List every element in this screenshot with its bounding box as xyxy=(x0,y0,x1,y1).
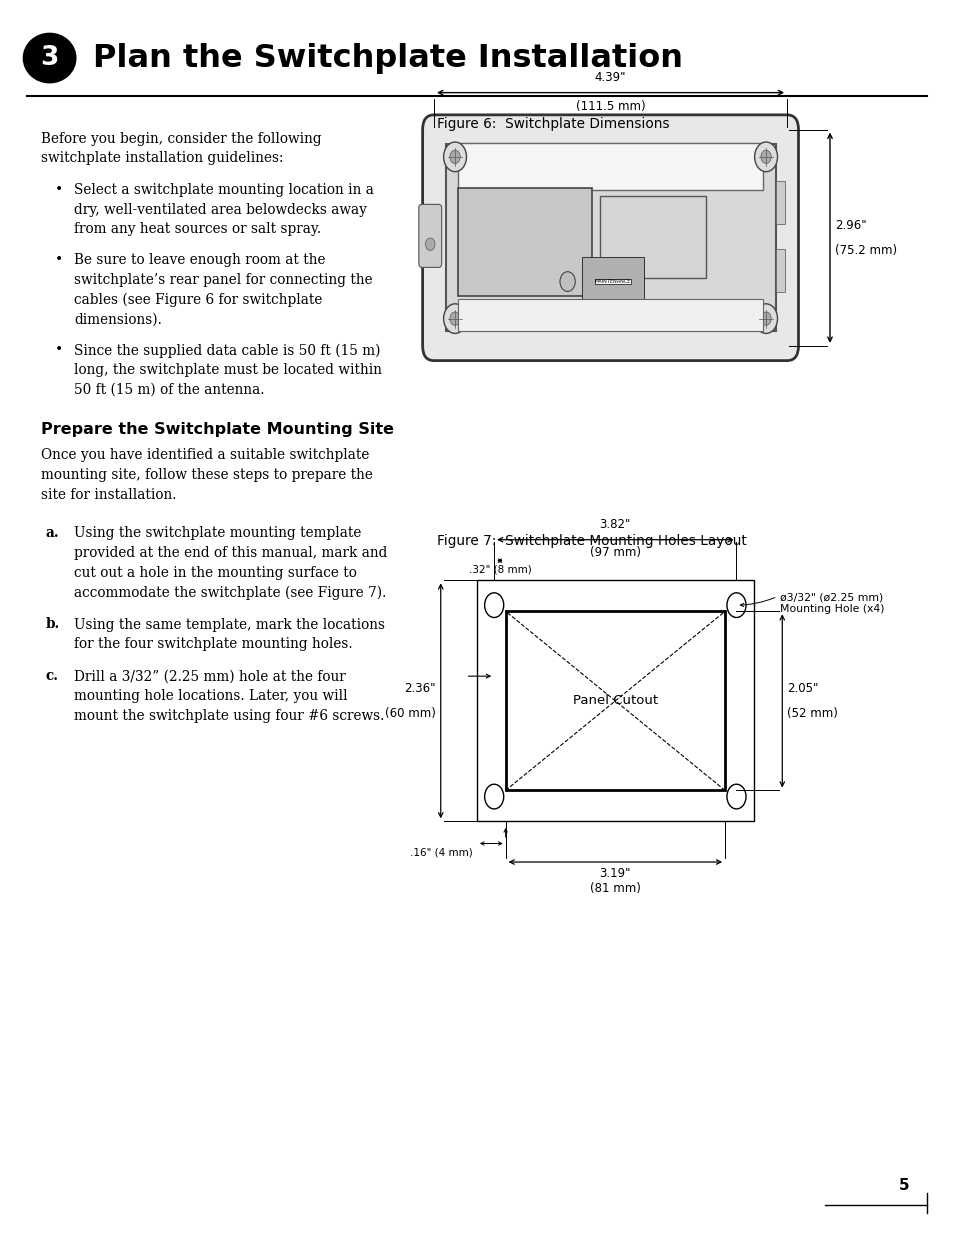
Bar xyxy=(775,180,784,224)
Bar xyxy=(457,143,762,190)
Text: Panel Cutout: Panel Cutout xyxy=(572,694,658,708)
FancyBboxPatch shape xyxy=(422,115,798,361)
Bar xyxy=(445,144,775,331)
Circle shape xyxy=(450,312,459,325)
Circle shape xyxy=(726,784,745,809)
Circle shape xyxy=(450,151,459,163)
Text: Before you begin, consider the following: Before you begin, consider the following xyxy=(41,132,321,146)
Text: Drill a 3/32” (2.25 mm) hole at the four: Drill a 3/32” (2.25 mm) hole at the four xyxy=(74,669,346,683)
Text: accommodate the switchplate (see Figure 7).: accommodate the switchplate (see Figure … xyxy=(74,585,386,600)
Text: mounting site, follow these steps to prepare the: mounting site, follow these steps to pre… xyxy=(41,468,373,482)
Text: a.: a. xyxy=(46,526,59,540)
Text: dry, well-ventilated area belowdecks away: dry, well-ventilated area belowdecks awa… xyxy=(74,203,367,216)
Text: 3: 3 xyxy=(40,44,59,72)
Circle shape xyxy=(443,142,466,172)
Text: 3.82": 3.82" xyxy=(599,517,630,531)
Bar xyxy=(505,611,724,790)
Text: mount the switchplate using four #6 screws.: mount the switchplate using four #6 scre… xyxy=(74,709,384,722)
Text: Once you have identified a suitable switchplate: Once you have identified a suitable swit… xyxy=(41,448,369,462)
Text: Prepare the Switchplate Mounting Site: Prepare the Switchplate Mounting Site xyxy=(41,422,394,437)
Text: Figure 6:  Switchplate Dimensions: Figure 6: Switchplate Dimensions xyxy=(436,117,669,131)
Text: Since the supplied data cable is 50 ft (15 m): Since the supplied data cable is 50 ft (… xyxy=(74,343,380,358)
Text: MAINTENANCE: MAINTENANCE xyxy=(594,279,631,284)
Text: .16" (4 mm): .16" (4 mm) xyxy=(410,847,473,857)
Text: Select a switchplate mounting location in a: Select a switchplate mounting location i… xyxy=(74,183,374,196)
Text: mounting hole locations. Later, you will: mounting hole locations. Later, you will xyxy=(74,689,348,703)
Text: (111.5 mm): (111.5 mm) xyxy=(576,100,644,114)
Text: Using the switchplate mounting template: Using the switchplate mounting template xyxy=(74,526,361,540)
Text: Figure 7:  Switchplate Mounting Holes Layout: Figure 7: Switchplate Mounting Holes Lay… xyxy=(436,534,746,547)
Text: 3.19": 3.19" xyxy=(598,867,631,881)
Text: dimensions).: dimensions). xyxy=(74,312,162,326)
Text: switchplate installation guidelines:: switchplate installation guidelines: xyxy=(41,151,283,164)
Text: c.: c. xyxy=(46,669,59,683)
Text: cut out a hole in the mounting surface to: cut out a hole in the mounting surface t… xyxy=(74,566,357,579)
Circle shape xyxy=(559,272,575,291)
Text: •: • xyxy=(55,343,64,357)
Text: (75.2 mm): (75.2 mm) xyxy=(834,243,896,257)
Text: 2.05": 2.05" xyxy=(786,682,818,695)
Text: (60 mm): (60 mm) xyxy=(385,706,436,720)
Text: from any heat sources or salt spray.: from any heat sources or salt spray. xyxy=(74,222,321,236)
Text: .32" (8 mm): .32" (8 mm) xyxy=(468,564,531,574)
Text: site for installation.: site for installation. xyxy=(41,488,176,501)
Circle shape xyxy=(484,784,503,809)
Circle shape xyxy=(754,142,777,172)
Text: (52 mm): (52 mm) xyxy=(786,706,837,720)
Bar xyxy=(457,188,592,296)
Circle shape xyxy=(760,151,770,163)
Circle shape xyxy=(760,312,770,325)
Bar xyxy=(581,257,643,306)
Text: Plan the Switchplate Installation: Plan the Switchplate Installation xyxy=(93,42,682,74)
Ellipse shape xyxy=(23,33,75,83)
Text: for the four switchplate mounting holes.: for the four switchplate mounting holes. xyxy=(74,637,353,651)
Text: Using the same template, mark the locations: Using the same template, mark the locati… xyxy=(74,618,385,631)
FancyBboxPatch shape xyxy=(418,204,441,268)
Text: 4.39": 4.39" xyxy=(594,70,626,84)
Circle shape xyxy=(754,304,777,333)
Circle shape xyxy=(726,593,745,618)
Text: cables (see Figure 6 for switchplate: cables (see Figure 6 for switchplate xyxy=(74,293,322,308)
Bar xyxy=(599,195,705,278)
Text: provided at the end of this manual, mark and: provided at the end of this manual, mark… xyxy=(74,546,387,559)
Text: •: • xyxy=(55,253,64,267)
Text: long, the switchplate must be located within: long, the switchplate must be located wi… xyxy=(74,363,382,377)
Text: b.: b. xyxy=(46,618,60,631)
Text: 2.96": 2.96" xyxy=(834,219,865,232)
Circle shape xyxy=(484,593,503,618)
Bar xyxy=(457,299,762,331)
Text: (97 mm): (97 mm) xyxy=(589,546,640,559)
Text: ø3/32" (ø2.25 mm)
Mounting Hole (x4): ø3/32" (ø2.25 mm) Mounting Hole (x4) xyxy=(780,593,884,614)
Text: Be sure to leave enough room at the: Be sure to leave enough room at the xyxy=(74,253,326,267)
Text: 5: 5 xyxy=(898,1178,909,1193)
Text: 2.36": 2.36" xyxy=(404,682,436,695)
Circle shape xyxy=(443,304,466,333)
Text: (81 mm): (81 mm) xyxy=(589,882,640,895)
Bar xyxy=(476,580,753,821)
Text: switchplate’s rear panel for connecting the: switchplate’s rear panel for connecting … xyxy=(74,273,373,287)
Bar xyxy=(775,248,784,291)
Text: 50 ft (15 m) of the antenna.: 50 ft (15 m) of the antenna. xyxy=(74,383,265,396)
Circle shape xyxy=(425,238,435,251)
Text: •: • xyxy=(55,183,64,196)
